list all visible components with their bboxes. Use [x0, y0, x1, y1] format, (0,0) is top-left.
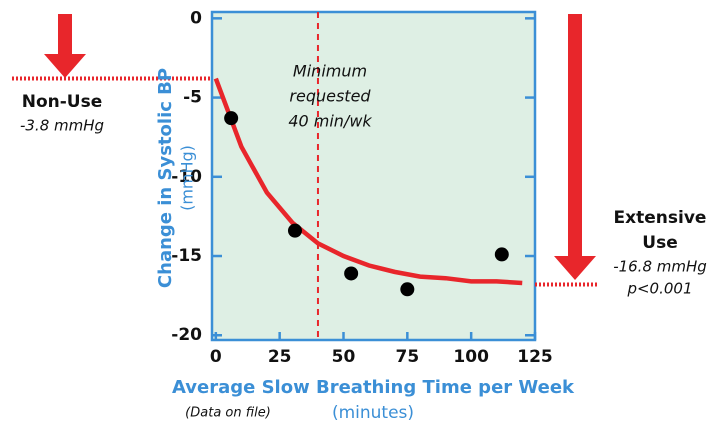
threshold-label: requested — [289, 87, 371, 106]
fit-curve — [213, 77, 523, 286]
threshold-label: Minimum — [293, 62, 367, 81]
x-tick-label: 100 — [453, 347, 489, 367]
x-tick-label: 25 — [268, 347, 292, 367]
x-tick-label: 125 — [517, 347, 553, 367]
plot-area — [210, 10, 537, 342]
y-tick-label: -20 — [171, 325, 202, 345]
x-tick-label: 50 — [332, 347, 356, 367]
level-name: Extensive — [614, 208, 707, 228]
level-label: -3.8 mmHg — [20, 117, 104, 135]
y-tick-label: -5 — [183, 88, 202, 108]
level-name: Non-Use — [22, 92, 103, 112]
data-point — [494, 247, 509, 262]
data-point — [287, 223, 302, 238]
x-tick-label: 75 — [395, 347, 419, 367]
data-point — [224, 111, 239, 126]
y-tick-label: 0 — [190, 8, 202, 28]
x-axis-unit: (minutes) — [332, 403, 414, 423]
threshold-label: 40 min/wk — [288, 112, 372, 131]
note: (Data on file) — [185, 406, 271, 421]
level-label: -16.8 mmHg — [613, 258, 707, 276]
arrow — [44, 14, 596, 280]
x-tick-label: 0 — [210, 347, 222, 367]
data-point — [400, 282, 415, 297]
y-axis-unit: (mmHg) — [178, 145, 197, 211]
level-note: p<0.001 — [626, 280, 692, 298]
y-axis-label: Change in Systolic BP — [155, 68, 176, 288]
level-name: Use — [642, 233, 677, 253]
data-point — [344, 266, 359, 281]
x-axis-label: Average Slow Breathing Time per Week — [172, 377, 575, 398]
y-tick-label: -10 — [171, 167, 202, 187]
y-tick-label: -15 — [171, 246, 202, 266]
